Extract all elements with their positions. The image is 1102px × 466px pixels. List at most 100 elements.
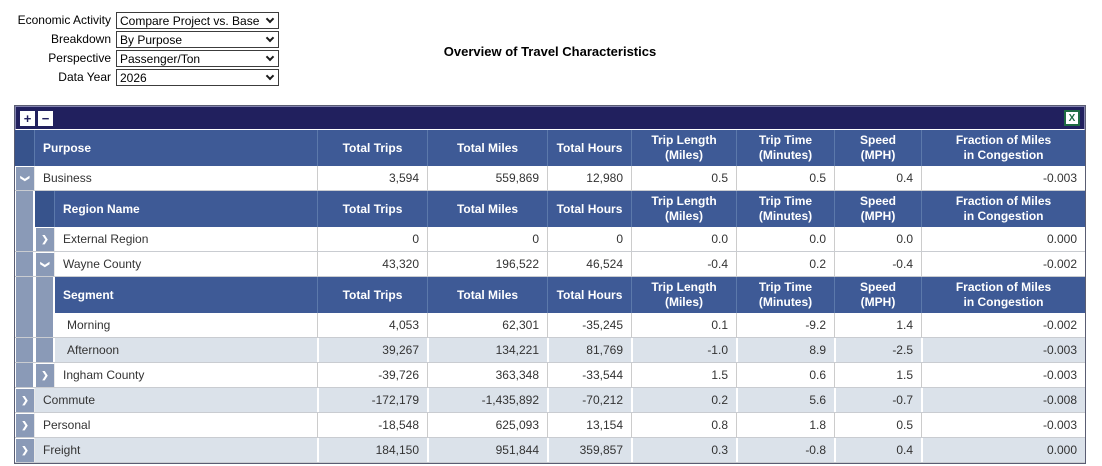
breakdown-row: Breakdown By Purpose: [8, 30, 279, 48]
chevron-right-icon: ❯: [21, 420, 29, 430]
indent-guide: [35, 338, 55, 362]
value-cell: -2.5: [834, 338, 921, 362]
value-cell: 1.5: [834, 363, 921, 387]
value-cell: 0.2: [736, 252, 834, 276]
header-spacer: [35, 191, 55, 227]
column-header: Total Hours: [547, 130, 631, 166]
expander-collapse-button[interactable]: ❯: [15, 166, 35, 190]
value-cell: 0.5: [736, 166, 834, 190]
perspective-select-wrap: Passenger/Ton: [116, 50, 279, 67]
value-cell: 39,267: [317, 338, 427, 362]
chevron-right-icon: ❯: [21, 445, 29, 455]
value-cell: 13,154: [547, 413, 631, 437]
expand-all-button[interactable]: +: [20, 110, 35, 126]
table-row: ❯ Commute -172,179 -1,435,892 -70,212 0.2 5.6-…: [15, 388, 1085, 413]
table-row: ❯ Wayne County 43,320 196,522 46,524 -0.4 0.2-…: [15, 252, 1085, 277]
value-cell: 0.2: [631, 388, 736, 412]
data-year-select[interactable]: 2026: [116, 69, 279, 86]
column-header-name: Purpose: [43, 141, 92, 155]
value-cell: 0: [317, 227, 427, 251]
perspective-row: Perspective Passenger/Ton: [8, 49, 279, 67]
excel-icon: X: [1068, 112, 1076, 124]
header-label-line: (Miles): [664, 295, 703, 309]
header-label-line: Speed: [859, 280, 896, 294]
header-label-line: (Minutes): [758, 209, 813, 223]
header-label-line: Fraction of Miles: [955, 280, 1052, 294]
value-cell: -18,548: [317, 413, 427, 437]
value-cell: 196,522: [427, 252, 547, 276]
column-header: Total Miles: [427, 130, 547, 166]
value-cell: 0.1: [631, 313, 736, 337]
expander-expand-button[interactable]: ❯: [15, 413, 35, 437]
breakdown-select[interactable]: By Purpose: [116, 31, 279, 48]
header-label-line: (MPH): [860, 209, 896, 223]
value-cell: -33,544: [547, 363, 631, 387]
perspective-select[interactable]: Passenger/Ton: [116, 50, 279, 67]
export-excel-button[interactable]: X: [1064, 110, 1080, 126]
value-cell: -0.003: [921, 363, 1085, 387]
value-cell: 0.000: [921, 438, 1085, 462]
header-label-line: (Miles): [664, 209, 703, 223]
value-cell: 359,857: [547, 438, 631, 462]
indent-guide: [15, 227, 35, 251]
value-cell: -0.4: [631, 252, 736, 276]
value-cell: 0.5: [631, 166, 736, 190]
header-label-line: (MPH): [860, 148, 896, 162]
column-header: Trip Length (Miles): [631, 191, 736, 227]
header-label-line: Total Miles: [456, 201, 519, 216]
economic-activity-select[interactable]: Compare Project vs. Base: [116, 12, 279, 29]
header-label-line: (Miles): [664, 148, 703, 162]
header-label-line: Total Hours: [556, 287, 623, 302]
value-cell: 1.8: [736, 413, 834, 437]
value-cell: 951,844: [427, 438, 547, 462]
expander-expand-button[interactable]: ❯: [15, 438, 35, 462]
value-cell: 0.0: [631, 227, 736, 251]
header-label-line: Trip Time: [758, 194, 813, 208]
group-header-row: Region Name Total Trips Total Miles Total H…: [15, 191, 1085, 227]
value-cell: -1.0: [631, 338, 736, 362]
column-header: Total Trips: [317, 277, 427, 313]
row-label: Business: [43, 171, 92, 185]
value-cell: -0.002: [921, 252, 1085, 276]
header-label-line: Total Trips: [342, 140, 403, 155]
perspective-label: Perspective: [48, 51, 111, 65]
row-label: External Region: [63, 232, 149, 246]
header-label-line: Fraction of Miles: [955, 194, 1052, 208]
value-cell: 0.6: [736, 363, 834, 387]
expander-expand-button[interactable]: ❯: [35, 363, 55, 387]
results-grid: + − X Purpose Total Trips Total Miles Total…: [14, 105, 1086, 464]
value-cell: -0.4: [834, 252, 921, 276]
value-cell: -70,212: [547, 388, 631, 412]
value-cell: -0.7: [834, 388, 921, 412]
indent-guide: [15, 191, 35, 227]
group-header-row: Purpose Total Trips Total Miles Total Hours…: [15, 130, 1085, 166]
breakdown-label: Breakdown: [50, 32, 111, 46]
value-cell: -1,435,892: [427, 388, 547, 412]
collapse-all-button[interactable]: −: [38, 110, 53, 126]
table-row: Afternoon 39,267 134,221 81,769 -1.0 8.9 -2.5-…: [15, 338, 1085, 363]
chevron-down-icon: ❯: [20, 174, 31, 183]
value-cell: 5.6: [736, 388, 834, 412]
column-header: Total Miles: [427, 277, 547, 313]
value-cell: -0.8: [736, 438, 834, 462]
value-cell: 0.5: [834, 413, 921, 437]
column-header: Total Hours: [547, 277, 631, 313]
expander-expand-button[interactable]: ❯: [35, 227, 55, 251]
column-header: Total Hours: [547, 191, 631, 227]
header-label-line: Total Trips: [342, 287, 403, 302]
chevron-right-icon: ❯: [41, 234, 49, 244]
value-cell: 625,093: [427, 413, 547, 437]
value-cell: 559,869: [427, 166, 547, 190]
expander-collapse-button[interactable]: ❯: [35, 252, 55, 276]
indent-guide: [15, 338, 35, 362]
indent-guide: [35, 313, 55, 337]
value-cell: 0.8: [631, 413, 736, 437]
expander-expand-button[interactable]: ❯: [15, 388, 35, 412]
row-label: Freight: [43, 443, 81, 457]
data-year-row: Data Year 2026: [8, 68, 279, 86]
column-header: Fraction of Miles in Congestion: [921, 191, 1085, 227]
value-cell: 1.4: [834, 313, 921, 337]
header-label-line: Trip Length: [651, 280, 717, 294]
value-cell: 134,221: [427, 338, 547, 362]
chevron-right-icon: ❯: [41, 370, 49, 380]
